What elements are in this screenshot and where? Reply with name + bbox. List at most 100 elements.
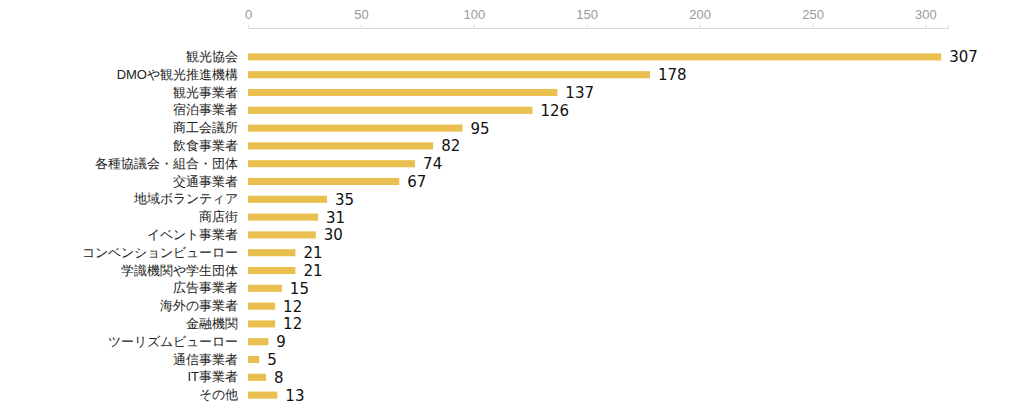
data-label: 5 <box>267 351 277 369</box>
tick-label: 100 <box>463 7 485 22</box>
data-label: 21 <box>303 244 322 262</box>
tick-mark <box>700 25 701 28</box>
tick: 200 <box>689 7 711 28</box>
bar <box>248 267 295 274</box>
data-label: 67 <box>407 173 426 191</box>
tick: 地域ボランティア <box>133 191 248 206</box>
tick: 交通事業者 <box>173 174 248 189</box>
tick-label: 50 <box>354 7 368 22</box>
tick: コンベンションビューロー <box>82 245 248 260</box>
bar <box>248 125 463 132</box>
tick: 宿泊事業者 <box>173 102 248 117</box>
tick-label: 金融機関 <box>186 316 238 331</box>
tick-label: 宿泊事業者 <box>173 102 238 117</box>
tick-label: ツーリズムビューロー <box>108 334 238 349</box>
tick-label: 300 <box>915 7 937 22</box>
data-label: 31 <box>326 209 345 227</box>
tick: 観光事業者 <box>173 85 248 100</box>
tick-label: 150 <box>576 7 598 22</box>
bar <box>248 196 327 203</box>
tick: 250 <box>802 7 824 28</box>
bar <box>248 71 650 78</box>
tick-label: 商工会議所 <box>173 120 238 135</box>
bar <box>248 53 941 60</box>
tick: ツーリズムビューロー <box>108 334 248 349</box>
data-label: 307 <box>949 48 978 66</box>
tick: 各種協議会・組合・団体 <box>95 156 248 171</box>
tick: 300 <box>915 7 937 28</box>
tick-label: IT事業者 <box>187 369 238 384</box>
tick-label: 広告事業者 <box>173 280 238 295</box>
tick-label: 各種協議会・組合・団体 <box>95 156 238 171</box>
bar <box>248 160 415 167</box>
data-label: 178 <box>658 66 687 84</box>
tick: 学識機関や学生団体 <box>121 263 248 278</box>
tick: 50 <box>354 7 368 28</box>
data-label: 12 <box>283 315 302 333</box>
data-label: 9 <box>276 333 286 351</box>
bar <box>248 231 316 238</box>
bar <box>248 89 557 96</box>
tick-mark <box>587 25 588 28</box>
bar <box>248 356 259 363</box>
bar <box>248 338 268 345</box>
tick-mark <box>248 25 249 28</box>
data-label: 74 <box>423 155 442 173</box>
axis-line <box>249 25 949 29</box>
bar <box>248 392 277 399</box>
tick-label: イベント事業者 <box>147 227 238 242</box>
tick-label: 地域ボランティア <box>133 191 238 206</box>
data-label: 82 <box>441 137 460 155</box>
tick: DMOや観光推進機構 <box>117 67 248 82</box>
bar <box>248 374 266 381</box>
data-labels: 3071781371269582746735313021211512129581… <box>267 48 978 404</box>
data-label: 126 <box>541 102 570 120</box>
tick-label: 観光協会 <box>186 49 238 64</box>
tick-label: 250 <box>802 7 824 22</box>
tick-mark <box>361 25 362 28</box>
tick-label: 商店街 <box>199 209 238 224</box>
bar <box>248 178 399 185</box>
tick-label: その他 <box>199 387 238 402</box>
tick-label: DMOや観光推進機構 <box>117 67 238 82</box>
bar <box>248 303 275 310</box>
tick: 飲食事業者 <box>173 138 248 153</box>
data-label: 12 <box>283 298 302 316</box>
data-label: 137 <box>565 84 594 102</box>
tick-mark <box>925 25 926 28</box>
bar <box>248 285 282 292</box>
tick: 通信事業者 <box>173 352 248 367</box>
tick: 150 <box>576 7 598 28</box>
tick: 0 <box>245 7 252 28</box>
data-label: 95 <box>471 120 490 138</box>
axis-line <box>248 49 249 405</box>
tick: 観光協会 <box>186 49 248 64</box>
tick-label: コンベンションビューロー <box>82 245 238 260</box>
bar <box>248 107 533 114</box>
bar <box>248 249 295 256</box>
tick-label: 0 <box>245 7 252 22</box>
tick-mark <box>813 25 814 28</box>
tick: その他 <box>199 387 248 402</box>
tick-label: 200 <box>689 7 711 22</box>
y-axis: 観光協会 DMOや観光推進機構観光事業者宿泊事業者商工会議所飲食事業者各種協議会・… <box>82 49 249 405</box>
data-label: 35 <box>335 191 354 209</box>
bar <box>248 214 318 221</box>
data-label: 15 <box>290 280 309 298</box>
tick: 商店街 <box>199 209 248 224</box>
tick: 広告事業者 <box>173 280 248 295</box>
tick-label: 交通事業者 <box>173 174 238 189</box>
tick-mark <box>474 25 475 28</box>
data-label: 30 <box>324 226 343 244</box>
bars <box>248 53 941 398</box>
x-axis: 0 50 100 150 200 250 300 <box>245 7 949 29</box>
plot: 0 50 100 150 200 250 300 観光協会 DMOや観光推進機構観光事業者宿泊事… <box>82 7 978 405</box>
data-label: 8 <box>274 369 284 387</box>
tick-label: 海外の事業者 <box>160 298 238 313</box>
data-label: 13 <box>285 387 304 405</box>
tick-label: 観光事業者 <box>173 85 238 100</box>
tick: 100 <box>463 7 485 28</box>
tick-label: 飲食事業者 <box>173 138 238 153</box>
chart: 0 50 100 150 200 250 300 観光協会 DMOや観光推進機構観光事業者宿泊事… <box>0 0 1024 418</box>
tick: 商工会議所 <box>173 120 248 135</box>
